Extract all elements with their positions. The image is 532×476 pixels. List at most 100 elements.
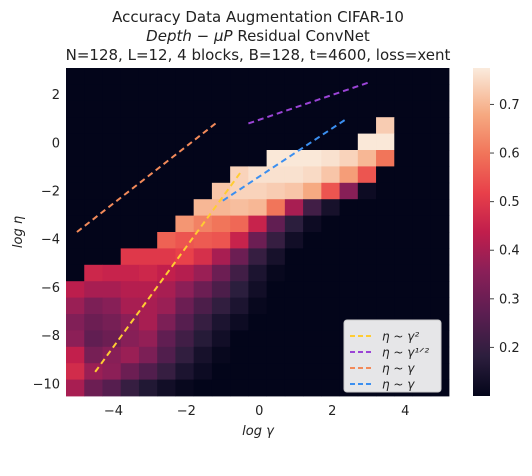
y-tick-label: −4 [41,233,60,248]
heatmap-cell [321,314,340,331]
heatmap-cell [412,133,432,151]
heatmap-cell [193,182,213,200]
heatmap-cell [157,281,176,298]
heatmap-cell [394,281,413,298]
heatmap-cell [303,330,322,348]
heatmap-cell [248,281,268,298]
heatmap-cell [84,297,103,315]
heatmap-cell [303,117,322,134]
heatmap-cell [248,166,268,184]
heatmap-cell [193,100,213,118]
heatmap-cell [157,100,176,118]
colorbar-ticks: 0.2 0.3 0.4 0.5 0.6 0.7 [490,98,520,356]
heatmap-cell [138,264,158,282]
x-tick-label: −4 [104,404,123,419]
heatmap-cell [248,314,268,331]
heatmap-cell [339,117,359,134]
heatmap-cell [211,363,231,380]
heatmap-cell [102,133,122,151]
heatmap-cell [394,133,413,151]
heatmap-cell [193,232,213,249]
heatmap-cell [66,264,85,282]
heatmap-cell [284,182,304,200]
heatmap-cell [193,68,213,85]
heatmap-cell [248,84,268,102]
heatmap-cell [339,199,359,216]
heatmap-cell [376,264,395,282]
title-plain-part: Residual ConvNet [233,27,370,45]
heatmap-cell [175,314,195,331]
heatmap-cell [284,314,304,331]
heatmap-cell [321,379,340,397]
heatmap-cell [230,100,249,118]
heatmap-cell [339,297,359,315]
heatmap-cell [321,117,340,134]
heatmap-cell [430,232,450,249]
x-tick-label: −2 [177,404,196,419]
heatmap-cell [230,330,249,348]
heatmap-cell [157,215,176,233]
heatmap-cell [357,150,377,167]
legend-box [343,319,442,393]
heatmap-cell [321,248,340,266]
colorbar-tick-label: 0.7 [499,98,520,113]
title-italic-part: Depth − μP [146,27,233,45]
heatmap-cell [412,297,432,315]
heatmap-cell [84,346,103,364]
heatmap-cell [412,232,432,249]
heatmap-cell [175,215,195,233]
y-tick-label: −10 [33,377,60,392]
heatmap-cell [394,215,413,233]
heatmap-cell [394,150,413,167]
heatmap-cell [321,68,340,85]
heatmap-cell [120,264,140,282]
heatmap-cell [138,281,158,298]
heatmap-cell [193,199,213,216]
heatmap-cell [303,264,322,282]
heatmap-cell [357,68,377,85]
heatmap-cell [84,68,103,85]
heatmap-cell [412,84,432,102]
heatmap-cell [248,232,268,249]
heatmap-cell [66,297,85,315]
heatmap-cell [138,150,158,167]
heatmap-cell [102,150,122,167]
heatmap-cell [339,166,359,184]
heatmap-cell [303,215,322,233]
heatmap-cell [102,363,122,380]
heatmap-cell [175,232,195,249]
heatmap-cell [284,232,304,249]
heatmap-cell [102,199,122,216]
heatmap-cell [321,264,340,282]
y-axis-label: log η [11,216,26,248]
heatmap-cell [321,150,340,167]
heatmap-cell [138,133,158,151]
heatmap-cell [376,117,395,134]
heatmap-cell [102,84,122,102]
heatmap-cell [266,68,286,85]
heatmap-cell [175,133,195,151]
heatmap-cell [357,117,377,134]
heatmap-cell [357,248,377,266]
heatmap-cell [230,117,249,134]
heatmap-cell [175,379,195,397]
heatmap-cell [193,330,213,348]
heatmap-cell [303,379,322,397]
heatmap-cell [412,100,432,118]
heatmap-cell [102,297,122,315]
heatmap-cell [102,314,122,331]
heatmap-cell [138,330,158,348]
heatmap-cell [230,215,249,233]
heatmap-cell [284,297,304,315]
heatmap-cell [211,232,231,249]
chart-title-line-1: Accuracy Data Augmentation CIFAR-10 [112,8,404,26]
y-tick-label: 2 [52,88,60,103]
heatmap-cell [303,100,322,118]
heatmap-cell [303,166,322,184]
heatmap-cell [284,68,304,85]
heatmap-cell [284,100,304,118]
heatmap-cell [303,363,322,380]
heatmap-cell [303,297,322,315]
heatmap-cell [157,297,176,315]
